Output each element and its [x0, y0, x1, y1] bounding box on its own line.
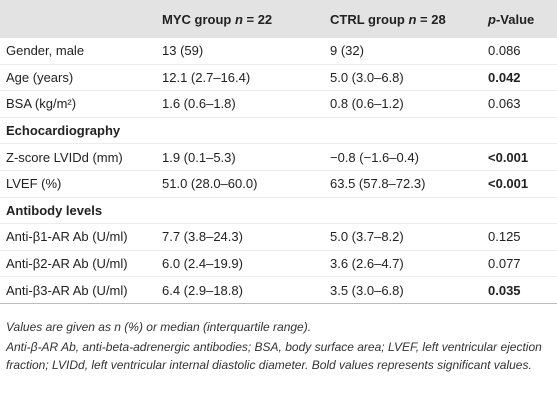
row-label: Gender, male — [0, 38, 156, 65]
header-text: p — [488, 11, 496, 27]
data-row: BSA (kg/m²) 1.6 (0.6–1.8) 0.8 (0.6–1.2) 0.0… — [0, 90, 557, 118]
cell: 5.0 (3.0–6.8) — [324, 64, 482, 92]
header-text: CTRL group — [330, 11, 409, 27]
cell: 6.4 (2.9–18.8) — [156, 276, 324, 304]
data-row: LVEF (%) 51.0 (28.0–60.0) 63.5 (57.8–72.3)… — [0, 170, 557, 198]
cell: 6.0 (2.4–19.9) — [156, 250, 324, 278]
header-text: = 28 — [416, 11, 446, 27]
cell: 0.042 — [482, 64, 557, 92]
cell: 63.5 (57.8–72.3) — [324, 170, 482, 198]
cell: 3.5 (3.0–6.8) — [324, 276, 482, 304]
data-row: Anti-β1-AR Ab (U/ml) 7.7 (3.8–24.3) 5.0 (3… — [0, 223, 557, 251]
row-label: Age (years) — [0, 64, 156, 92]
table-body: Gender, male 13 (59) 9 (32) 0.086 Age (years… — [0, 38, 557, 304]
header-row: MYC group n = 22 CTRL group n = 28 p-Value — [0, 0, 557, 38]
cell: 0.077 — [482, 250, 557, 278]
header-text: -Value — [495, 11, 535, 27]
cell: <0.001 — [482, 170, 557, 198]
row-label: Anti-β2-AR Ab (U/ml) — [0, 250, 156, 278]
header-cell: MYC group n = 22 — [156, 0, 324, 38]
footnote: Values are given as n (%) or median (int… — [6, 319, 312, 334]
header-text: MYC group — [162, 11, 235, 27]
data-row: Anti-β3-AR Ab (U/ml) 6.4 (2.9–18.8) 3.5 (3… — [0, 276, 557, 304]
cell: 5.0 (3.7–8.2) — [324, 223, 482, 251]
cell: 7.7 (3.8–24.3) — [156, 223, 324, 251]
data-row: Age (years) 12.1 (2.7–16.4) 5.0 (3.0–6.8) 0… — [0, 64, 557, 92]
data-row: Gender, male 13 (59) 9 (32) 0.086 — [0, 38, 557, 65]
row-label: Anti-β1-AR Ab (U/ml) — [0, 223, 156, 251]
cell: 12.1 (2.7–16.4) — [156, 64, 324, 92]
header-text: n — [408, 11, 417, 27]
cell: 0.063 — [482, 90, 557, 118]
cell: 9 (32) — [324, 38, 482, 65]
cell: 13 (59) — [156, 38, 324, 65]
cell: 1.6 (0.6–1.8) — [156, 90, 324, 118]
cell: 3.6 (2.6–4.7) — [324, 250, 482, 278]
cell: 0.125 — [482, 223, 557, 251]
cell: 0.8 (0.6–1.2) — [324, 90, 482, 118]
section-row: Antibody levels — [0, 197, 557, 225]
cell: 0.035 — [482, 276, 557, 304]
header-cell — [0, 0, 156, 38]
header-text: n — [234, 11, 243, 27]
cell: 0.086 — [482, 38, 557, 65]
header-text: = 22 — [242, 11, 273, 27]
header-cell: CTRL group n = 28 — [324, 0, 482, 38]
data-row: Anti-β2-AR Ab (U/ml) 6.0 (2.4–19.9) 3.6 (2… — [0, 250, 557, 278]
section-label: Echocardiography — [0, 117, 557, 145]
data-row: Z-score LVIDd (mm) 1.9 (0.1–5.3) −0.8 (−1.… — [0, 143, 557, 171]
cell: <0.001 — [482, 143, 557, 171]
section-label: Antibody levels — [0, 197, 557, 225]
cell: −0.8 (−1.6–0.4) — [324, 143, 482, 171]
footnotes: Values are given as n (%) or median (int… — [0, 304, 557, 374]
section-row: Echocardiography — [0, 117, 557, 145]
cell: 51.0 (28.0–60.0) — [156, 170, 324, 198]
row-label: Z-score LVIDd (mm) — [0, 143, 156, 171]
row-label: LVEF (%) — [0, 170, 156, 198]
data-table: MYC group n = 22 CTRL group n = 28 p-Value… — [0, 0, 557, 304]
row-label: BSA (kg/m²) — [0, 90, 156, 118]
row-label: Anti-β3-AR Ab (U/ml) — [0, 276, 156, 304]
cell: 1.9 (0.1–5.3) — [156, 143, 324, 171]
footnote: Anti-β-AR Ab, anti-beta-adrenergic antib… — [6, 339, 542, 372]
header-cell: p-Value — [482, 0, 557, 38]
